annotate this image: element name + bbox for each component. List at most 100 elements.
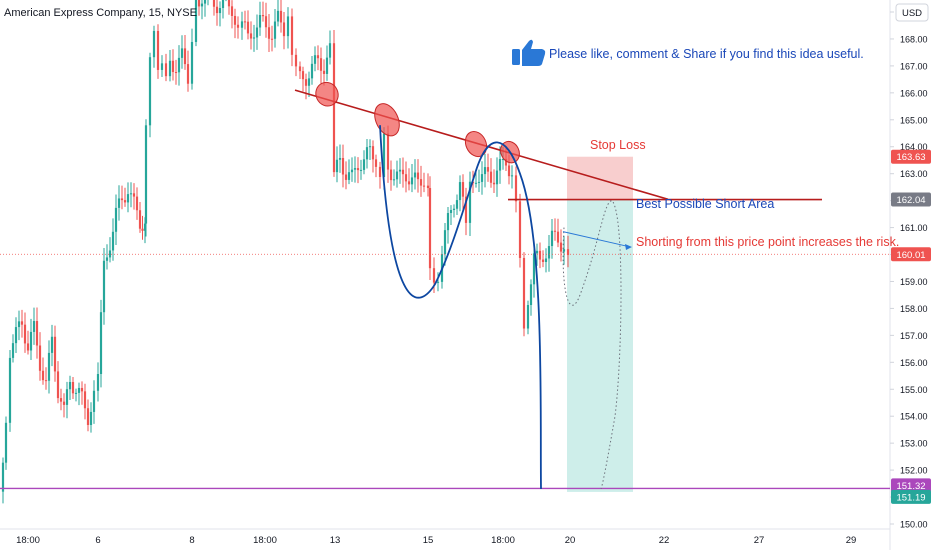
candle-body — [374, 159, 378, 167]
x-tick-label: 8 — [189, 535, 194, 546]
target-zone[interactable] — [567, 199, 633, 492]
candle-body — [267, 27, 271, 39]
candle-body — [258, 15, 262, 28]
price-label-text: 163.63 — [896, 152, 925, 163]
candle-body — [347, 172, 351, 180]
candle-body — [535, 250, 539, 254]
candle-body — [96, 373, 100, 391]
candle-body — [553, 230, 557, 232]
shorting-note: Shorting from this price point increases… — [636, 235, 899, 249]
price-axis[interactable]: 169.00168.00167.00166.00165.00164.00163.… — [890, 8, 928, 530]
y-tick-label: 161.00 — [900, 223, 928, 233]
candle-body — [504, 159, 508, 166]
candle-body — [243, 21, 247, 23]
candle-body — [532, 253, 536, 285]
candle-body — [148, 57, 152, 126]
candle-body — [489, 171, 493, 183]
x-tick-label: 18:00 — [491, 535, 515, 546]
candle-body — [286, 16, 290, 37]
candle-body — [566, 249, 570, 255]
candle-body — [215, 6, 219, 14]
candle-body — [108, 250, 112, 258]
candle-body — [92, 390, 96, 412]
candle-body — [307, 78, 311, 86]
candle-body — [105, 257, 109, 261]
candle-body — [492, 182, 496, 185]
candle-body — [401, 169, 405, 175]
candle-body — [455, 200, 459, 209]
candle-body — [99, 312, 103, 374]
candle-body — [332, 43, 336, 173]
candle-body — [264, 16, 268, 28]
y-tick-label: 163.00 — [900, 169, 928, 179]
touch-highlight[interactable] — [312, 79, 342, 110]
price-label-text: 162.04 — [896, 195, 925, 206]
candle-body — [432, 268, 436, 283]
candle-body — [422, 185, 426, 187]
candle-body — [32, 321, 36, 332]
candle-body — [186, 64, 190, 84]
candle-body — [144, 125, 148, 224]
candle-body — [518, 201, 522, 258]
candle-body — [294, 54, 298, 67]
candle-body — [74, 392, 78, 394]
touch-highlight[interactable] — [370, 100, 404, 140]
candle-body — [389, 169, 393, 181]
arrow-head — [625, 243, 632, 250]
x-tick-label: 18:00 — [16, 535, 40, 546]
candle-body — [246, 21, 250, 34]
candle-body — [86, 408, 90, 425]
candle-body — [461, 182, 465, 197]
candle-body — [544, 258, 548, 262]
y-tick-label: 158.00 — [900, 304, 928, 314]
candle-body — [236, 24, 240, 28]
candle-body — [135, 196, 139, 211]
touch-highlight[interactable] — [461, 128, 490, 160]
candle-body — [194, 0, 198, 42]
candle-body — [386, 133, 390, 170]
candle-body — [141, 228, 144, 231]
best-short-label: Best Possible Short Area — [636, 197, 774, 211]
candle-body — [371, 146, 375, 160]
like-text: Please like, comment & Share if you find… — [549, 47, 864, 61]
candle-body — [20, 321, 24, 325]
candle-body — [132, 193, 136, 197]
candle-body — [480, 174, 484, 182]
candle-body — [4, 422, 8, 463]
y-tick-label: 164.00 — [900, 142, 928, 152]
candle-body — [483, 167, 487, 175]
candle-body — [328, 43, 332, 58]
price-label-box — [891, 489, 931, 504]
candle-body — [310, 63, 314, 79]
candle-body — [419, 179, 423, 186]
candle-body — [14, 327, 18, 344]
candle-body — [114, 207, 118, 232]
time-axis[interactable]: 18:00 6 8 18:00 13 15 18:00 20 22 27 29 — [16, 535, 856, 546]
y-tick-label: 167.00 — [900, 61, 928, 71]
symbol-title: American Express Company, 15, NYSE — [4, 7, 197, 19]
candle-body — [428, 188, 432, 269]
y-tick-label: 157.00 — [900, 331, 928, 341]
price-label-box — [891, 247, 931, 262]
candle-body — [255, 27, 259, 38]
stop-loss-zone[interactable] — [567, 156, 633, 200]
candle-body — [464, 196, 468, 223]
candle-body — [522, 257, 526, 329]
candle-body — [38, 345, 42, 371]
candle-body — [53, 336, 57, 372]
candle-body — [338, 158, 342, 160]
candle-body — [510, 175, 514, 177]
candle-body — [404, 174, 408, 182]
y-tick-label: 165.00 — [900, 115, 928, 125]
y-tick-label: 168.00 — [900, 34, 928, 44]
pattern-curve[interactable] — [379, 125, 542, 489]
candle-body — [304, 79, 308, 86]
candle-body — [126, 194, 130, 203]
candle-body — [164, 63, 168, 77]
candle-body — [129, 193, 133, 195]
x-tick-label: 20 — [565, 535, 576, 546]
currency-button[interactable]: USD — [895, 3, 929, 22]
y-tick-label: 150.00 — [900, 520, 928, 530]
